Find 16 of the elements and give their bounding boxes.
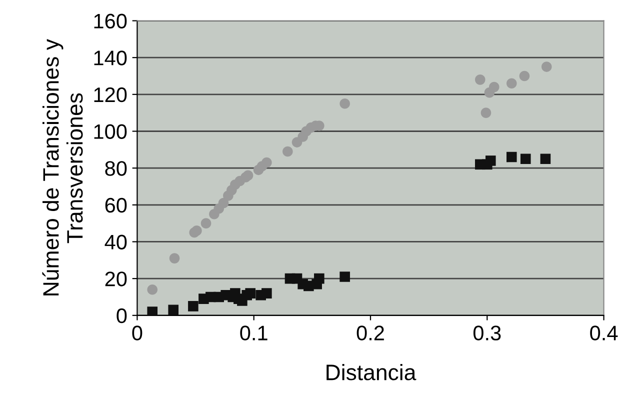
- y-tick-label: 20: [105, 272, 127, 286]
- y-tick-label: 140: [94, 50, 127, 66]
- y-tick-label: 40: [104, 234, 127, 250]
- y-axis-title: Número de Transiciones y Transversiones: [42, 39, 83, 296]
- y-tick-label: 120: [94, 87, 127, 102]
- x-tick-label: 0.2: [356, 326, 384, 340]
- y-tick-label: 80: [105, 161, 127, 176]
- y-tick-label: 160: [94, 14, 127, 29]
- y-tick-label: 0: [116, 308, 127, 324]
- x-tick-label: 0: [132, 326, 142, 340]
- y-tick-label: 100: [94, 124, 127, 139]
- y-tick-label: 60: [105, 198, 127, 213]
- x-tick-label: 0.4: [590, 326, 618, 340]
- x-tick-label: 0.1: [240, 326, 268, 340]
- x-axis-title: Distancia: [326, 364, 416, 380]
- x-tick-label: 0.3: [473, 326, 501, 340]
